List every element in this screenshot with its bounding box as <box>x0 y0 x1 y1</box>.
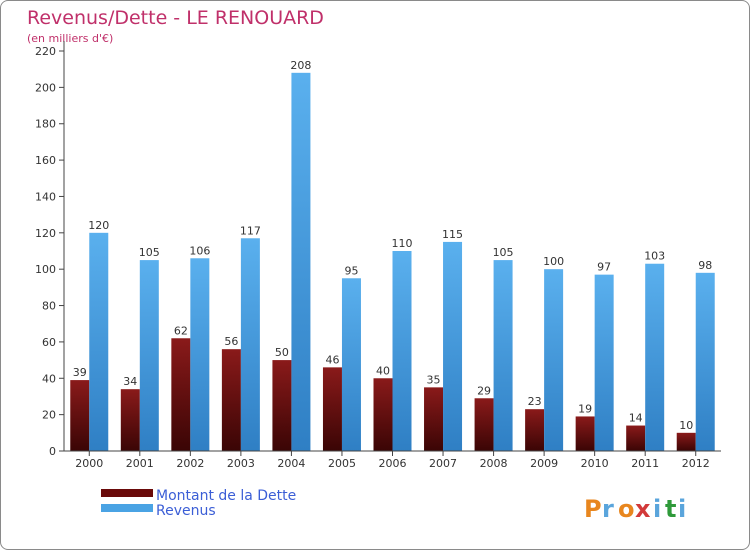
bar-value-label: 14 <box>629 412 643 425</box>
y-tick-label: 180 <box>35 118 56 131</box>
bar-revenus <box>493 260 513 451</box>
bar-revenus <box>240 238 260 451</box>
logo-letter: P <box>584 495 602 523</box>
bar-dette <box>424 387 444 451</box>
bar-value-label: 110 <box>392 237 413 250</box>
bar-value-label: 106 <box>189 244 210 257</box>
bar-value-label: 120 <box>88 219 109 232</box>
bar-dette <box>120 389 140 451</box>
x-tick-label: 2012 <box>682 457 710 470</box>
chart-subtitle: (en milliers d'€) <box>27 32 113 45</box>
y-tick-label: 40 <box>42 372 56 385</box>
bar-value-label: 95 <box>344 264 358 277</box>
bar-value-label: 19 <box>578 402 592 415</box>
bar-value-label: 39 <box>73 366 87 379</box>
bar-revenus <box>291 72 311 452</box>
bar-value-label: 10 <box>679 419 693 432</box>
logo-letter: r <box>602 495 614 523</box>
x-tick-label: 2003 <box>227 457 255 470</box>
bar-dette <box>525 409 545 451</box>
y-tick-label: 20 <box>42 409 56 422</box>
bar-value-label: 46 <box>325 353 339 366</box>
y-tick-label: 200 <box>35 81 56 94</box>
bar-value-label: 56 <box>224 335 238 348</box>
bar-value-label: 40 <box>376 364 390 377</box>
bar-revenus <box>645 263 665 451</box>
y-tick-label: 220 <box>35 45 56 58</box>
bar-value-label: 103 <box>644 250 665 263</box>
x-tick-label: 2000 <box>75 457 103 470</box>
logo-letter: o <box>618 495 635 523</box>
bar-value-label: 23 <box>528 395 542 408</box>
y-tick-label: 120 <box>35 227 56 240</box>
x-tick-label: 2004 <box>277 457 305 470</box>
bar-value-label: 29 <box>477 384 491 397</box>
bar-value-label: 34 <box>123 375 137 388</box>
y-tick-label: 160 <box>35 154 56 167</box>
logo-letter: t <box>665 495 676 523</box>
bar-value-label: 50 <box>275 346 289 359</box>
bar-revenus <box>341 278 361 451</box>
bar-dette <box>474 398 494 451</box>
x-tick-label: 2009 <box>530 457 558 470</box>
bar-value-label: 35 <box>427 373 441 386</box>
bar-dette <box>322 367 342 451</box>
bar-value-label: 98 <box>698 259 712 272</box>
bar-dette <box>221 349 241 451</box>
bar-dette <box>373 378 393 451</box>
bars-group: 39 120 34 105 62 106 56 117 50 208 46 95 40 110 35 115 2… <box>70 59 715 452</box>
x-tick-label: 2006 <box>379 457 407 470</box>
y-tick-label: 80 <box>42 300 56 313</box>
y-tick-label: 140 <box>35 190 56 203</box>
x-tick-label: 2010 <box>581 457 609 470</box>
bar-revenus <box>139 260 159 451</box>
bar-revenus <box>89 232 109 451</box>
bar-dette <box>676 432 696 451</box>
bar-value-label: 100 <box>543 255 564 268</box>
bar-value-label: 105 <box>139 246 160 259</box>
bar-value-label: 208 <box>290 59 311 72</box>
bar-value-label: 105 <box>493 246 514 259</box>
bar-revenus <box>695 272 715 451</box>
bar-revenus <box>544 269 564 451</box>
bar-dette <box>70 380 90 451</box>
y-tick-label: 0 <box>49 445 56 458</box>
x-tick-label: 2007 <box>429 457 457 470</box>
x-tick-label: 2008 <box>480 457 508 470</box>
bar-value-label: 62 <box>174 324 188 337</box>
legend-swatch-revenus <box>101 504 153 512</box>
y-tick-label: 60 <box>42 336 56 349</box>
legend-swatch-debt <box>101 489 153 497</box>
bar-revenus <box>392 251 412 451</box>
bar-revenus <box>594 274 614 451</box>
legend-label-revenus: Revenus <box>156 503 216 519</box>
bar-dette <box>575 416 595 451</box>
bar-revenus <box>190 258 210 451</box>
bar-value-label: 97 <box>597 261 611 274</box>
logo-letter: x <box>635 495 651 523</box>
legend: Montant de la Dette Revenus <box>101 488 296 519</box>
x-tick-label: 2001 <box>126 457 154 470</box>
logo-letter: i <box>653 495 661 523</box>
chart-title: Revenus/Dette - LE RENOUARD <box>27 7 324 29</box>
bar-value-label: 115 <box>442 228 463 241</box>
x-axis: 2000 2001 2002 2003 2004 2005 2006 2007 2008 2009… <box>64 450 721 470</box>
bar-value-label: 117 <box>240 224 261 237</box>
bar-dette <box>272 360 292 451</box>
x-tick-label: 2005 <box>328 457 356 470</box>
bar-dette <box>171 338 191 451</box>
bar-revenus <box>443 241 463 451</box>
logo-letter: i <box>678 495 686 523</box>
y-axis: 0 20 40 60 80 100 120 140 160 180 200 220 <box>35 41 65 458</box>
x-tick-label: 2011 <box>631 457 659 470</box>
x-tick-label: 2002 <box>176 457 204 470</box>
bar-dette <box>626 425 646 451</box>
legend-label-debt: Montant de la Dette <box>156 488 296 504</box>
y-tick-label: 100 <box>35 263 56 276</box>
